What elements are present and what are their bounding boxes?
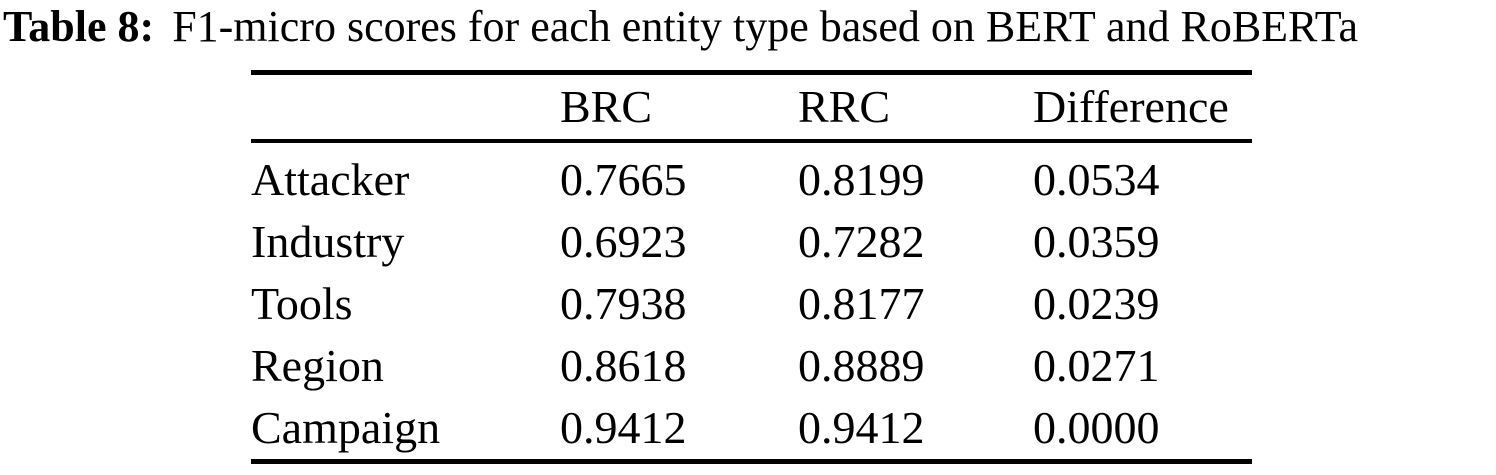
difference-value: 0.0000 [1033, 401, 1160, 453]
brc-value: 0.6923 [560, 215, 687, 267]
table-row: Attacker 0.7665 0.8199 0.0534 [251, 141, 1252, 211]
header-row: BRC RRC Difference [251, 72, 1252, 143]
column-header-rrc: RRC [798, 72, 1033, 143]
table-row: Campaign 0.9412 0.9412 0.0000 [251, 397, 1252, 462]
table-row: Region 0.8618 0.8889 0.0271 [251, 335, 1252, 397]
table-caption-label: Table 8: [3, 2, 155, 51]
column-header-brc: BRC [560, 72, 798, 143]
entity-label: Campaign [251, 401, 441, 453]
column-header-difference: Difference [1033, 72, 1252, 143]
entity-label: Region [251, 339, 384, 391]
entity-label: Tools [251, 277, 353, 329]
table-row: Industry 0.6923 0.7282 0.0359 [251, 211, 1252, 273]
rrc-value: 0.8889 [798, 339, 925, 391]
rrc-value: 0.9412 [798, 401, 925, 453]
table-row: Tools 0.7938 0.8177 0.0239 [251, 273, 1252, 335]
brc-value: 0.8618 [560, 339, 687, 391]
rrc-value: 0.8177 [798, 277, 925, 329]
difference-value: 0.0239 [1033, 277, 1160, 329]
column-header-entity [251, 72, 560, 143]
brc-value: 0.9412 [560, 401, 687, 453]
difference-value: 0.0534 [1033, 153, 1160, 205]
rrc-value: 0.8199 [798, 153, 925, 205]
table-caption-text: F1-micro scores for each entity type bas… [172, 2, 1359, 51]
f1-scores-table: BRC RRC Difference Attacker 0.7665 0.819… [251, 70, 1252, 464]
brc-value: 0.7665 [560, 153, 687, 205]
difference-value: 0.0359 [1033, 215, 1160, 267]
table-caption: Table 8: F1-micro scores for each entity … [3, 1, 1358, 53]
rrc-value: 0.7282 [798, 215, 925, 267]
entity-label: Attacker [251, 153, 410, 205]
entity-label: Industry [251, 215, 405, 267]
difference-value: 0.0271 [1033, 339, 1160, 391]
brc-value: 0.7938 [560, 277, 687, 329]
